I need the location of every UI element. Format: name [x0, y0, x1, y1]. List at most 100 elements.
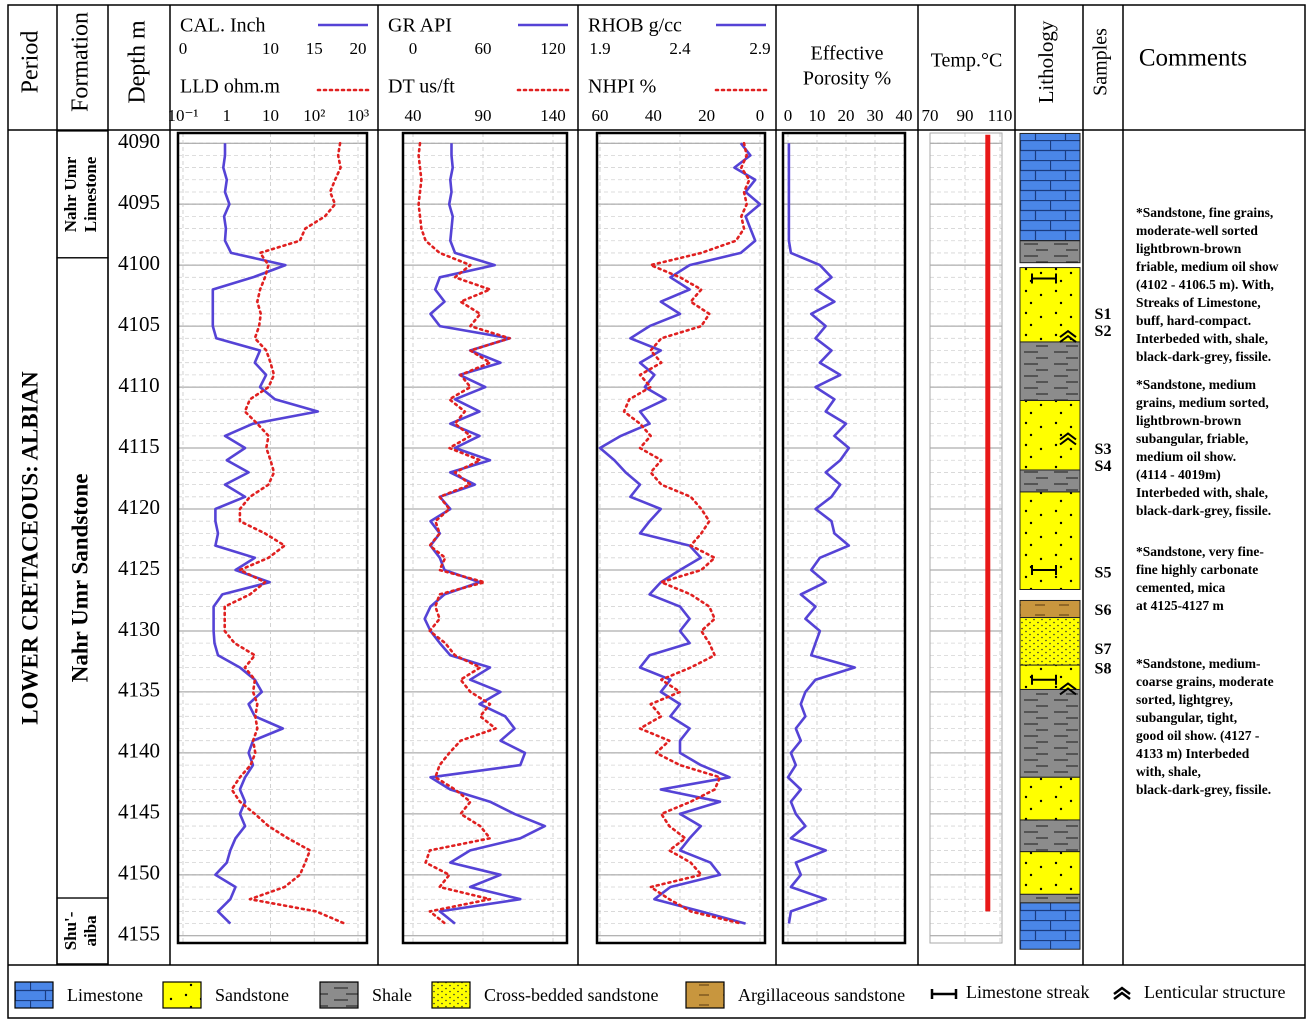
- legend-symbol: [930, 989, 958, 999]
- comment-line: *Sandstone, very fine-: [1136, 544, 1264, 559]
- formation-interval: [56, 897, 109, 965]
- comments-header: Comments: [1139, 45, 1247, 72]
- comment-line: Interbeded with, shale,: [1136, 485, 1268, 500]
- legend-label: Shale: [372, 985, 412, 1005]
- sample-label: S3: [1095, 441, 1112, 458]
- track-title: Temp.°C: [931, 50, 1003, 72]
- lithology-symbol: [1059, 432, 1077, 446]
- track-frame: [781, 131, 907, 945]
- formation-name: Nahr Umr: [61, 156, 80, 232]
- comment-line: (4114 - 4019m): [1136, 467, 1221, 482]
- x-tick-label: 90: [957, 106, 974, 125]
- x-tick-label: 1.9: [589, 39, 610, 58]
- comment-line: moderate-well sorted: [1136, 223, 1258, 238]
- x-tick-label: 0: [179, 39, 188, 58]
- track-frame: [929, 132, 1003, 944]
- lithology-interval: [1019, 469, 1081, 493]
- track-frame: [401, 131, 569, 945]
- comment-line: (4102 - 4106.5 m). With,: [1136, 277, 1274, 292]
- depth-tick-label: 4135: [118, 678, 160, 702]
- samples-header: Samples: [1090, 28, 1112, 96]
- x-tick-label: 10: [262, 39, 279, 58]
- lithology-interval: [1019, 491, 1081, 590]
- comment-line: friable, medium oil show: [1136, 259, 1279, 274]
- x-tick-label: 40: [645, 106, 662, 125]
- x-tick-label: 140: [540, 106, 566, 125]
- comment-line: lightbrown-brown: [1136, 241, 1242, 256]
- lithology-interval: [1019, 688, 1081, 778]
- comment-line: black-dark-grey, fissile.: [1136, 782, 1271, 797]
- lithology-interval: [1019, 267, 1081, 343]
- track-frame: [176, 131, 369, 945]
- lithology-symbol: [1031, 564, 1057, 575]
- comment-line: *Sandstone, fine grains,: [1136, 205, 1273, 220]
- x-tick-label: 20: [838, 106, 855, 125]
- x-tick-label: 60: [592, 106, 609, 125]
- depth-tick-label: 4140: [118, 739, 160, 763]
- comment-line: with, shale,: [1136, 764, 1201, 779]
- sample-label: S7: [1095, 641, 1112, 658]
- x-tick-label: 20: [350, 39, 367, 58]
- sample-label: S1: [1095, 306, 1112, 323]
- comment-line: cemented, mica: [1136, 580, 1225, 595]
- legend-swatch: [685, 981, 725, 1009]
- depth-tick-label: 4095: [118, 190, 160, 214]
- log-curve: [598, 142, 762, 925]
- x-tick-label: 20: [698, 106, 715, 125]
- x-tick-label: 110: [988, 106, 1013, 125]
- curve-name: NHPI %: [588, 76, 656, 98]
- x-tick-label: 30: [867, 106, 884, 125]
- lithology-interval: [1019, 902, 1081, 950]
- log-curve: [223, 141, 347, 925]
- lithology-interval: [1019, 819, 1081, 853]
- x-tick-label: 40: [896, 106, 913, 125]
- legend-label: Cross-bedded sandstone: [484, 985, 658, 1005]
- depth-tick-label: 4155: [118, 922, 160, 946]
- lithology-symbol: [1031, 674, 1057, 685]
- track-title: Porosity %: [803, 68, 891, 90]
- depth-tick-label: 4120: [118, 495, 160, 519]
- sample-label: S6: [1095, 602, 1112, 619]
- depth-tick-label: 4100: [118, 251, 160, 275]
- comment-line: coarse grains, moderate: [1136, 674, 1274, 689]
- log-curve: [786, 143, 856, 924]
- legend-label: Sandstone: [215, 985, 289, 1005]
- curve-name: CAL. Inch: [180, 15, 266, 37]
- legend-label: Limestone streak: [966, 982, 1089, 1002]
- lithology-symbol: [1031, 273, 1057, 284]
- legend-swatch: [14, 981, 54, 1009]
- depth-tick-label: 4130: [118, 617, 160, 641]
- curve-name: DT us/ft: [388, 76, 455, 98]
- track-frame: [595, 131, 767, 945]
- legend-symbol: [1113, 986, 1131, 1000]
- outer-frame: [7, 4, 1306, 1019]
- lithology-interval: [1019, 851, 1081, 895]
- x-tick-label: 2.4: [669, 39, 691, 58]
- x-tick-label: 120: [540, 39, 566, 58]
- formation-name: aiba: [81, 915, 100, 947]
- comment-line: at 4125-4127 m: [1136, 598, 1224, 613]
- lithology-symbol: [1059, 329, 1077, 343]
- depth-tick-label: 4110: [118, 373, 159, 397]
- comment-line: lightbrown-brown: [1136, 413, 1242, 428]
- x-tick-label: 10⁻¹: [167, 106, 198, 125]
- legend-label: Limestone: [67, 985, 143, 1005]
- comment-line: Streaks of Limestone,: [1136, 295, 1261, 310]
- lithology-interval: [1019, 893, 1081, 904]
- depth-tick-label: 4145: [118, 800, 160, 824]
- x-tick-label: 10²: [303, 106, 325, 125]
- curve-name: LLD ohm.m: [180, 76, 280, 98]
- formation-name: Nahr Umr Sandstone: [67, 474, 92, 683]
- comment-line: buff, hard-compact.: [1136, 313, 1251, 328]
- sample-label: S5: [1095, 564, 1112, 581]
- x-tick-label: 10: [809, 106, 826, 125]
- log-curve: [211, 143, 320, 925]
- comment-line: medium oil show.: [1136, 449, 1236, 464]
- comment-line: black-dark-grey, fissile.: [1136, 349, 1271, 364]
- log-curve: [622, 141, 751, 925]
- x-tick-label: 10³: [347, 106, 369, 125]
- legend-swatch: [162, 981, 202, 1009]
- period-header: Period: [18, 31, 44, 94]
- comment-line: grains, medium sorted,: [1136, 395, 1269, 410]
